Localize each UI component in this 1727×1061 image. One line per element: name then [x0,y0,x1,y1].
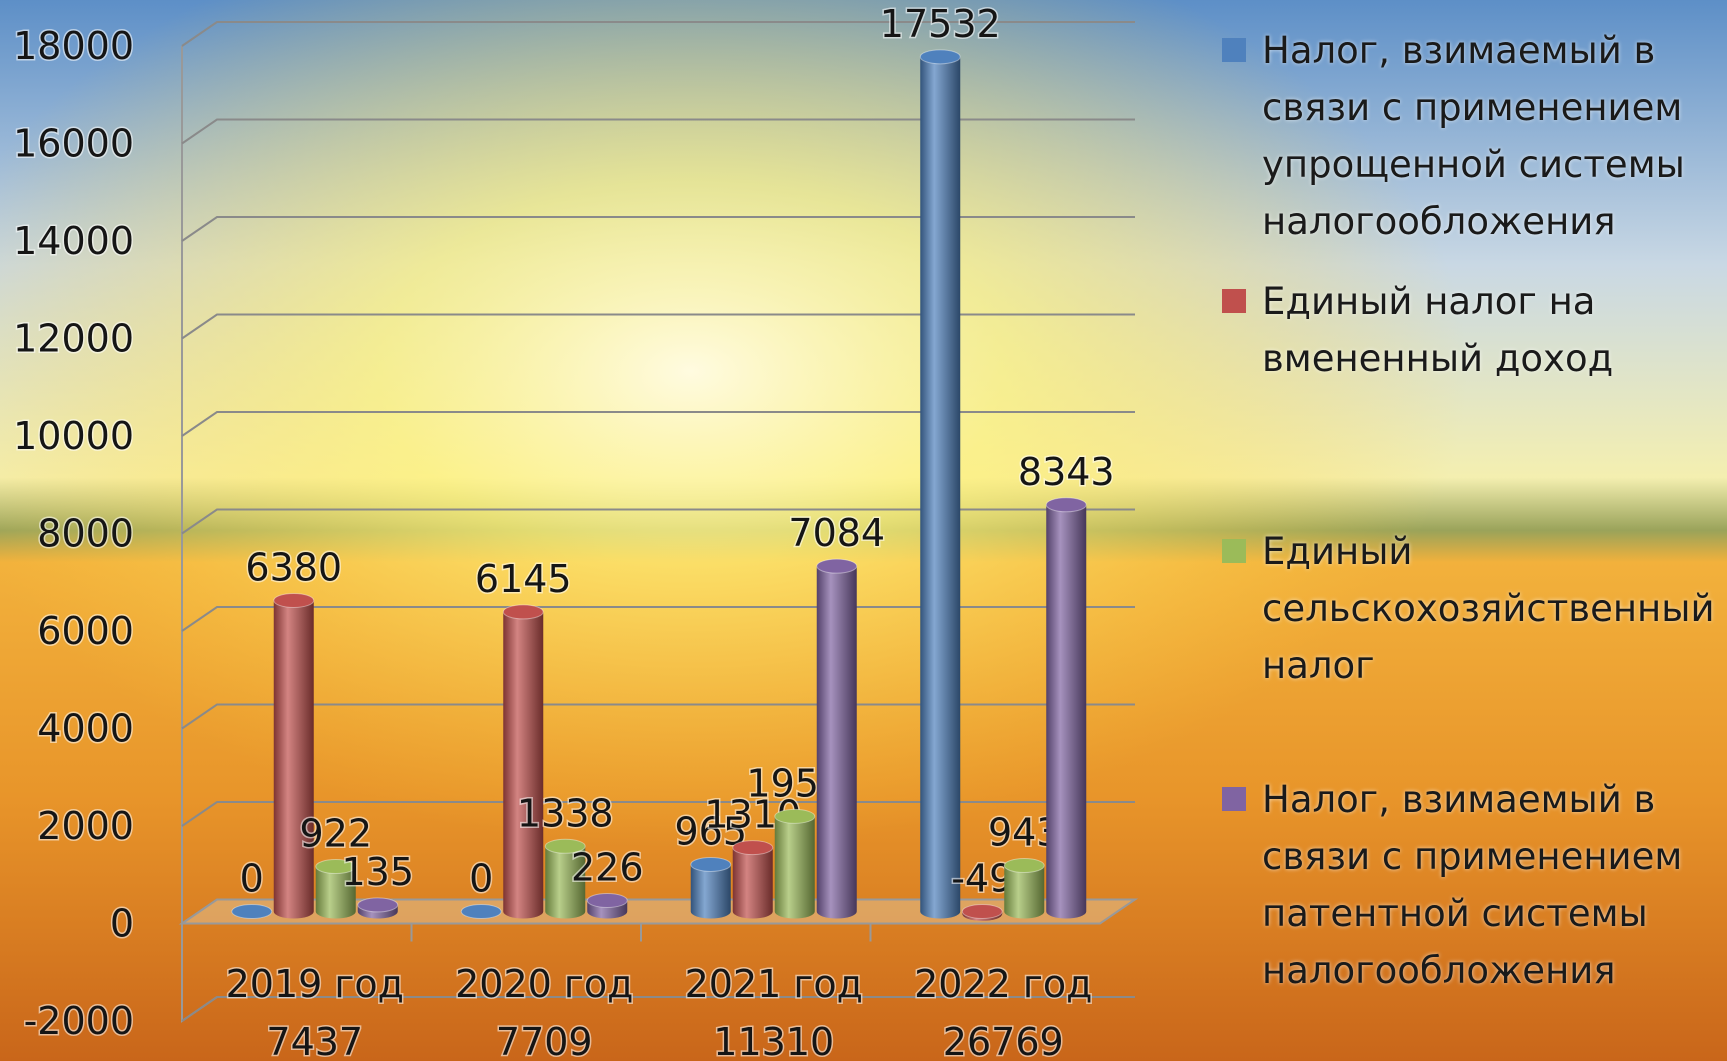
y-tick-label: 14000 [13,219,134,263]
category-total: 7437 [266,1020,363,1061]
x-tick-label: 2019 год [226,962,404,1006]
bar-top [690,856,732,872]
y-tick-label: 6000 [37,609,134,653]
grid-line [181,118,1135,145]
bar-top [231,904,273,919]
legend-label: Единый налог на вмененный доход [1262,280,1614,380]
value-label: 922 [299,812,372,856]
y-tick-label: 0 [110,902,134,946]
value-label: -49 [951,857,1013,901]
value-label: 135 [341,850,414,894]
legend-swatch [1222,38,1246,62]
bar-top [1003,858,1045,874]
bar-top [774,808,816,824]
y-tick-label: 12000 [13,317,134,361]
x-tick-label: 2020 год [455,962,633,1006]
bar-top [460,904,502,919]
bar-top [315,859,357,875]
value-label: 8343 [1018,450,1115,494]
bar [503,611,544,919]
value-label: 1338 [517,791,614,835]
bar-top [919,49,961,65]
bar-top [961,904,1003,919]
legend-entry: Налог, взимаемый в связи с применением у… [1222,22,1722,250]
grid-line [181,313,1135,340]
x-tick-label: 2022 год [914,962,1092,1006]
bar [545,846,586,919]
bar-top [357,897,399,913]
bar-top [544,838,586,854]
bar-top [1045,497,1087,513]
bar [774,816,815,919]
bar [273,600,314,919]
grid-line [181,411,1135,437]
value-label: 6145 [475,557,572,601]
value-label: 6380 [245,545,342,589]
bar-top [502,604,544,620]
y-tick-label: 16000 [13,122,134,166]
bar [690,864,731,919]
floor [178,898,1139,925]
category-total: 26769 [943,1020,1064,1061]
legend-entry: Налог, взимаемый в связи с применением п… [1222,771,1722,999]
category-total: 7709 [496,1020,593,1061]
value-label: 0 [240,857,264,901]
legend-label: Налог, взимаемый в связи с применением у… [1262,29,1685,243]
y-tick-label: 2000 [37,804,134,848]
bar-top [273,592,315,608]
value-label: 17532 [880,2,1001,46]
y-tick-label: 10000 [13,414,134,458]
category-total: 11310 [713,1020,834,1061]
grid-line [181,996,1135,1022]
x-tick-label: 2021 год [685,962,863,1006]
legend-entry: Единый налог на вмененный доход [1222,273,1722,387]
value-label: 7084 [788,511,885,555]
bar [1004,865,1045,919]
grid-line [181,216,1135,242]
legend-label: Единый сельскохозяйственный налог [1262,530,1715,687]
bar [732,847,773,919]
legend-label: Налог, взимаемый в связи с применением п… [1262,778,1683,992]
value-label: 226 [571,845,644,889]
bar [315,866,356,919]
legend-swatch [1222,787,1246,811]
legend-swatch [1222,289,1246,313]
bar [816,566,857,919]
y-tick-label: -2000 [24,999,134,1043]
legend-swatch [1222,539,1246,563]
bar [1046,504,1087,919]
bar-top [586,892,628,908]
grid-line [181,508,1135,535]
value-label: 0 [469,857,493,901]
y-tick-label: 18000 [13,24,134,68]
grid-line [181,21,1135,47]
bar-top [816,558,858,574]
bar-top [732,840,774,856]
bar [920,56,961,919]
y-tick-label: 4000 [37,707,134,751]
legend-entry: Единый сельскохозяйственный налог [1222,523,1722,694]
y-tick-label: 8000 [37,512,134,556]
